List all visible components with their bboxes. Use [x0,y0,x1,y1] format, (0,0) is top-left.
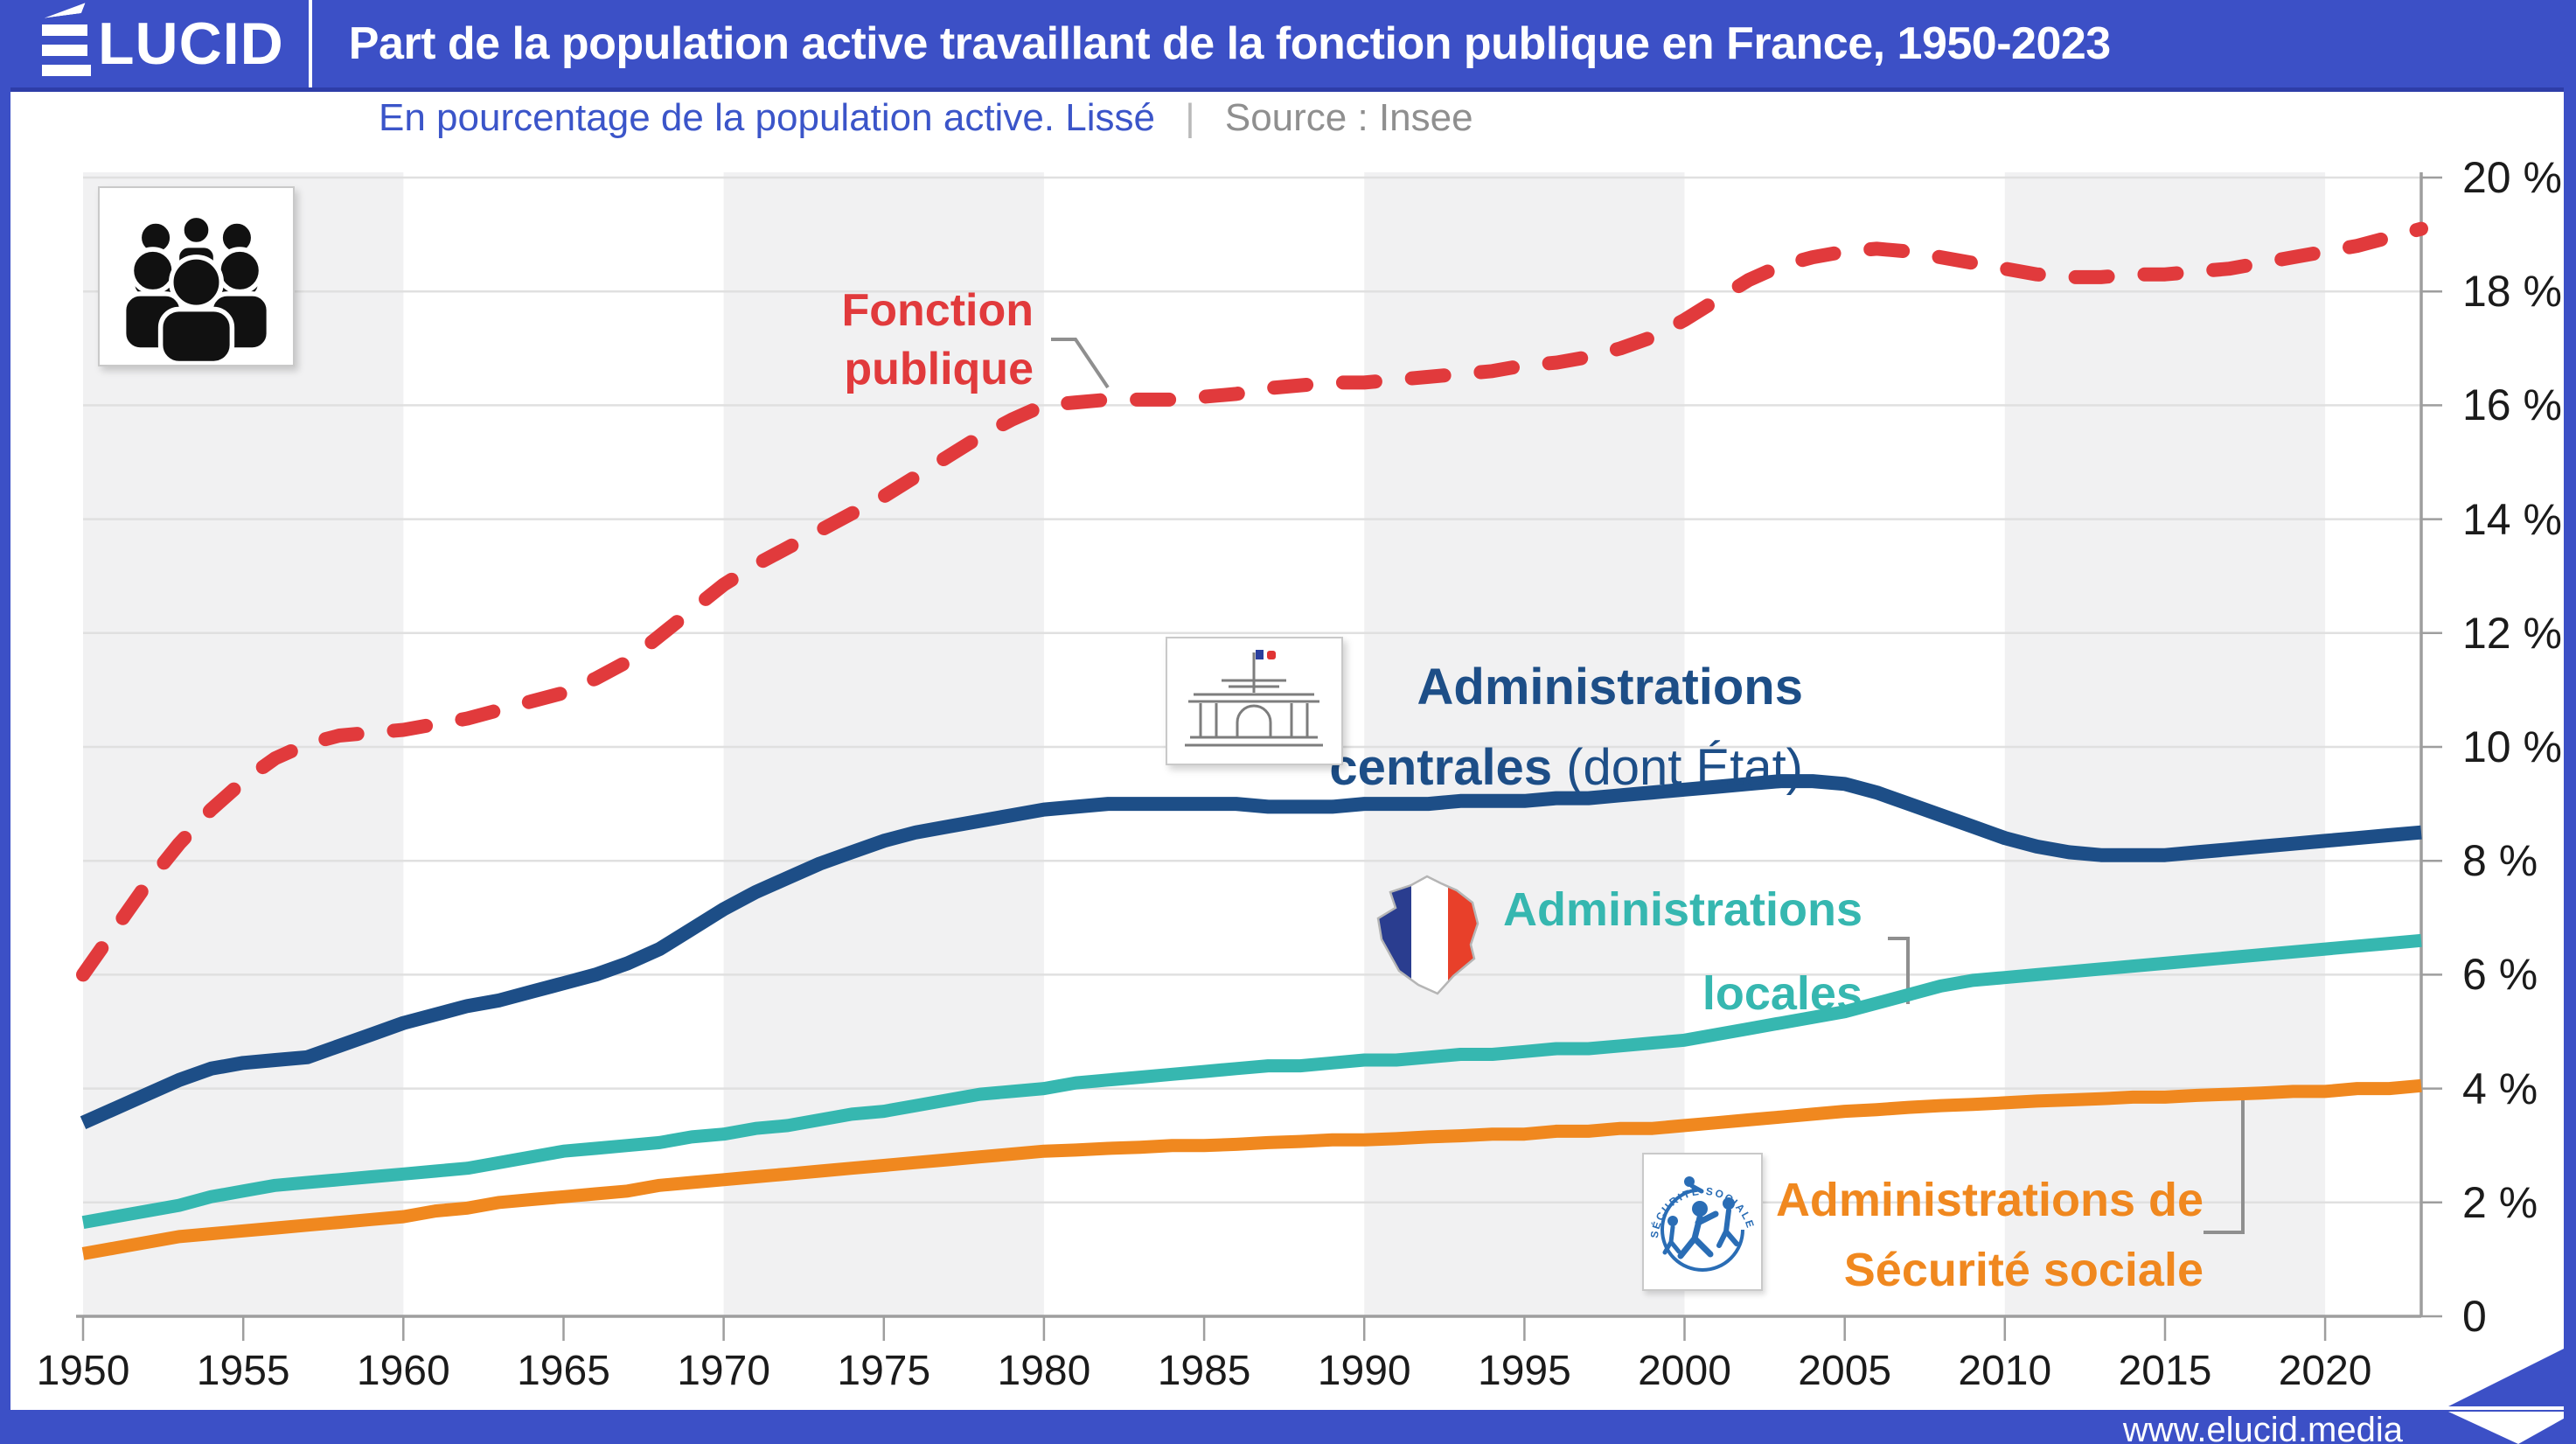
elucid-flag-icon [2448,1343,2576,1444]
subtitle-row: En pourcentage de la population active. … [379,96,1473,140]
page-title: Part de la population active travaillant… [348,18,2111,69]
x-axis-label: 1955 [196,1348,290,1394]
x-axis-label: 1985 [1157,1348,1251,1394]
france-map-tricolor-icon [1376,875,1479,995]
y-axis-label: 20 % [2462,153,2562,202]
x-axis-label: 1975 [837,1348,931,1394]
curve-2 [81,933,2422,1229]
curve-1 [80,774,2422,1130]
source-text: Source : Insee [1224,96,1473,139]
y-axis-label: 8 % [2462,836,2538,886]
left-border [0,0,10,1444]
x-axis-label: 2005 [1798,1348,1892,1394]
elucid-logo-text: LUCID [98,10,284,77]
x-axis-label: 1980 [997,1348,1091,1394]
x-axis-label: 1965 [517,1348,610,1394]
y-axis-label: 14 % [2462,494,2562,544]
y-axis-label: 10 % [2462,722,2562,771]
elucid-logo: LUCID [42,0,284,87]
securite-sociale-logo-icon: SÉCURITÉ SOCIALE [1642,1153,1763,1291]
series-label-securite-sociale: Administrations de Sécurité sociale [1775,1174,2204,1296]
curve-0 [76,221,2428,982]
header-bar: LUCID Part de la population active trava… [0,0,2576,92]
x-axis-label: 2020 [2278,1348,2372,1394]
x-axis-label: 2010 [1958,1348,2052,1394]
y-axis-label: 0 [2462,1292,2487,1341]
x-axis-label: 1960 [356,1348,450,1394]
elucid-logo-e-icon [42,17,91,76]
x-axis-label: 2000 [1638,1348,1731,1394]
y-axis-label: 4 % [2462,1064,2538,1113]
curve-3 [81,1078,2422,1260]
y-axis-label: 16 % [2462,380,2562,430]
x-axis-label: 2015 [2118,1348,2212,1394]
header-separator [308,0,312,87]
footer-bar [0,1410,2576,1444]
series-label-administrations-locales: Administrations locales [1502,883,1862,1020]
x-axis-label: 1990 [1317,1348,1411,1394]
subtitle-separator: | [1185,96,1195,139]
x-axis-label: 1995 [1478,1348,1571,1394]
right-border [2564,0,2576,1444]
series-label-fonction-publique: Fonction publique [841,285,1034,394]
x-axis-label: 1970 [677,1348,770,1394]
crowd-of-people-icon [98,186,295,366]
footer-url[interactable]: www.elucid.media [2122,1411,2403,1444]
y-axis-label: 18 % [2462,267,2562,317]
y-axis-label: 12 % [2462,608,2562,658]
y-axis-label: 2 % [2462,1177,2538,1227]
assemblee-nationale-building-icon [1166,637,1343,765]
series-label-administrations-centrales: Administrations centrales (dont État) [1329,659,1803,796]
subtitle: En pourcentage de la population active. … [379,96,1155,139]
x-axis-label: 1950 [36,1348,130,1394]
y-axis-label: 6 % [2462,950,2538,1000]
